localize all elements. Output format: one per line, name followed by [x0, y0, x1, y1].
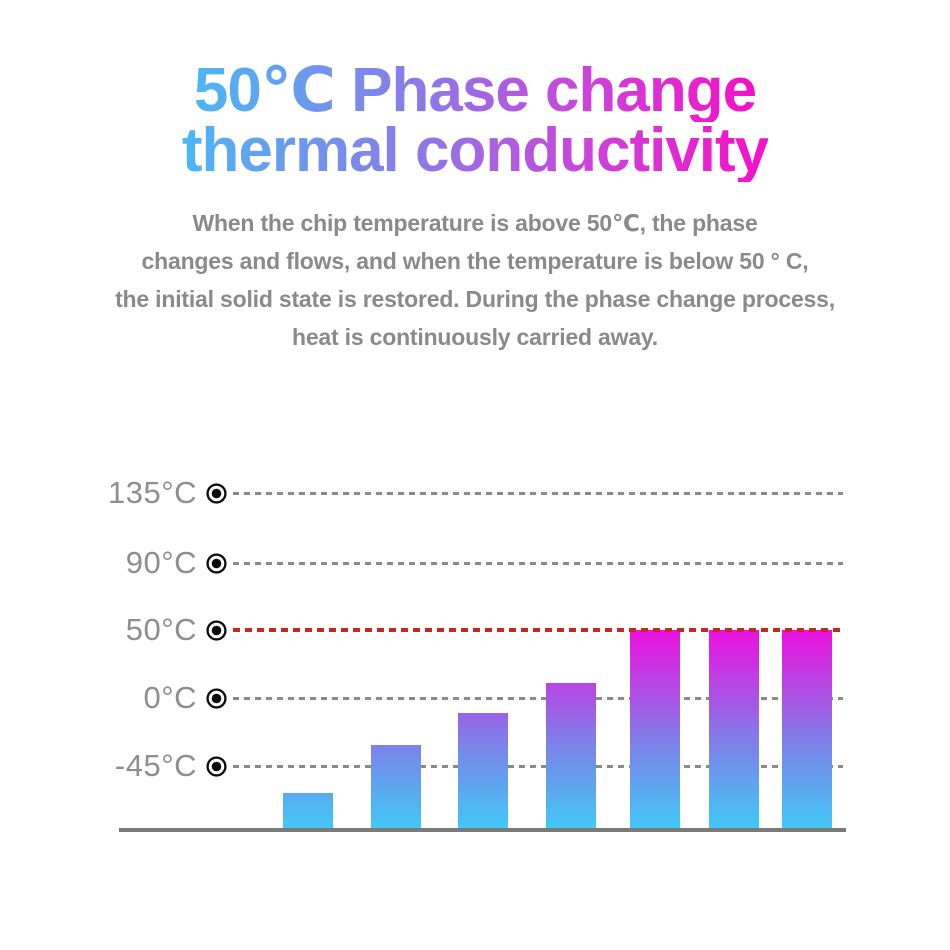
- x-axis-line: [119, 828, 846, 832]
- axis-tick-label: -45°C: [114, 748, 197, 783]
- axis-tick-label: 0°C: [143, 680, 197, 715]
- bar: [782, 630, 832, 829]
- threshold-dashed-line: [233, 628, 843, 632]
- temp-marker-icon: [205, 482, 228, 505]
- page-title: 50℃ Phase change: [0, 60, 950, 122]
- gridline-dashed: [233, 696, 843, 700]
- page-title-line-1: 50℃ Phase change: [193, 56, 757, 125]
- page-title: thermal conductivity: [0, 120, 950, 182]
- temp-marker-icon: [205, 552, 228, 575]
- gridline-dashed: [233, 491, 843, 495]
- axis-tick-label: 50°C: [125, 612, 197, 647]
- temp-marker-icon: [205, 619, 228, 642]
- gridline-dashed: [233, 764, 843, 768]
- bar: [371, 745, 421, 829]
- description-line: When the chip temperature is above 50℃, …: [192, 210, 758, 236]
- description-line: heat is continuously carried away.: [291, 324, 658, 350]
- bar: [546, 683, 596, 829]
- temp-marker-icon: [205, 687, 228, 710]
- temp-marker-icon: [205, 755, 228, 778]
- bar: [630, 630, 680, 829]
- description-line: changes and flows, and when the temperat…: [141, 248, 809, 274]
- description-line: the initial solid state is restored. Dur…: [115, 286, 835, 312]
- page-title-line-2: thermal conductivity: [181, 116, 769, 185]
- axis-tick-label: 135°C: [107, 475, 197, 510]
- gridline-dashed: [233, 561, 843, 565]
- description: When the chip temperature is above 50℃, …: [0, 204, 950, 356]
- bar: [283, 793, 333, 829]
- bar: [458, 713, 508, 829]
- bar: [709, 630, 759, 829]
- axis-tick-label: 90°C: [125, 545, 197, 580]
